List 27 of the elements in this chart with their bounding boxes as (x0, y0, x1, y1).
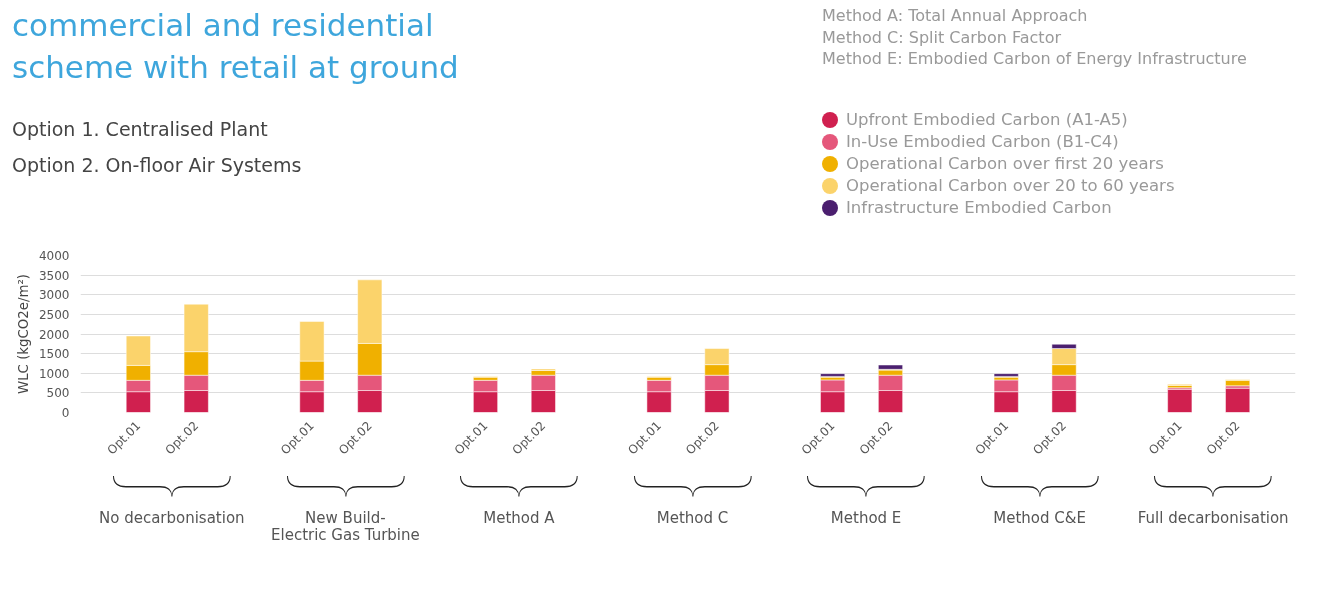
text: Method C (655, 509, 730, 527)
legend-label: In-Use Embodied Carbon (B1-C4) (846, 131, 1119, 154)
chart-title: commercial and residential scheme with retail at ground (12, 6, 460, 87)
y-tick-label: 2000 (38, 327, 70, 342)
y-tick-label: 1000 (38, 366, 70, 381)
text: Method A: Total Annual Approach (822, 6, 1088, 25)
chart-subtitle: Option 1. Centralised Plant Option 2. On-floor Air Systems (12, 116, 303, 178)
text: Method A (482, 509, 556, 527)
y-axis-title: WLC (kgCO2e/m²) (15, 273, 31, 395)
legend-label: Operational Carbon over first 20 years (846, 153, 1164, 176)
text: Method E (829, 509, 903, 527)
text: Method C: Split Carbon Factor (822, 27, 1062, 47)
text: Full decarbonisation (1136, 509, 1290, 527)
y-tick-label: 1500 (38, 347, 70, 362)
y-tick-label: 0 (61, 406, 70, 420)
y-tick-label: 4000 (38, 249, 70, 263)
text: Method C&E (993, 509, 1086, 527)
text: No decarbonisation (97, 509, 246, 527)
text: Method E: Embodied Carbon of Energy Infrastructure (822, 49, 1247, 69)
text: New Build- Electric Gas Turbine (271, 509, 420, 544)
legend-label: Infrastructure Embodied Carbon (846, 197, 1112, 220)
y-tick-label: 3500 (38, 268, 70, 283)
legend-label: Operational Carbon over 20 to 60 years (846, 175, 1175, 198)
y-tick-label: 3000 (38, 288, 70, 303)
y-tick-label: 2500 (38, 307, 70, 322)
legend-label: Upfront Embodied Carbon (A1-A5) (846, 109, 1128, 132)
y-tick-label: 500 (46, 386, 70, 401)
